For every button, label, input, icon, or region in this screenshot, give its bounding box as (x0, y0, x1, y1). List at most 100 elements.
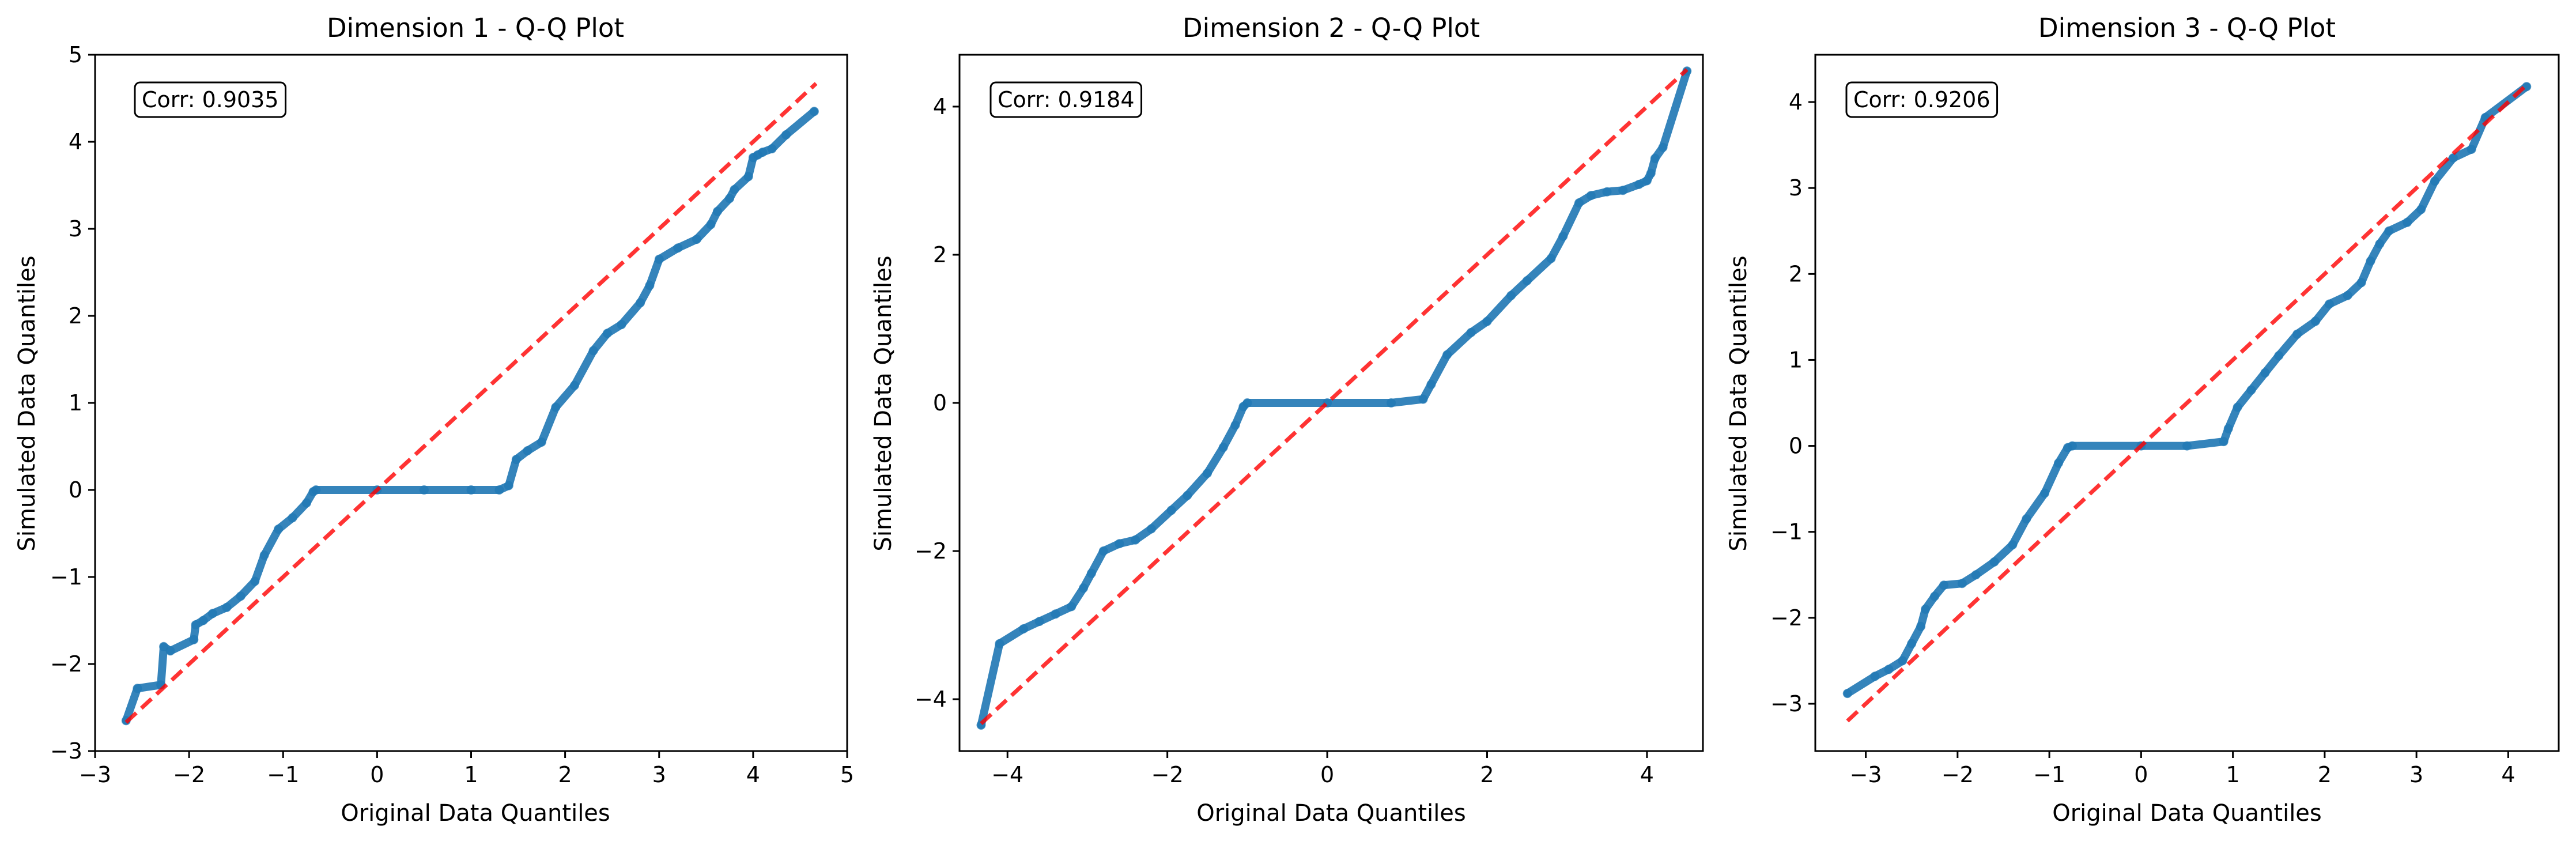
panel-3-point-23 (2246, 385, 2256, 395)
panel-2-y-axis-label: Simulated Data Quantiles (870, 255, 897, 551)
panel-1-point-36 (706, 220, 716, 229)
panel-1-point-9 (222, 602, 232, 612)
panel-3-x-tick-label: 4 (2501, 762, 2515, 787)
panel-3-point-31 (2366, 256, 2375, 266)
panel-1-point-22 (504, 481, 513, 491)
panel-2-y-tick-label: −4 (915, 686, 947, 712)
panel-2-correlation-box (989, 81, 1143, 118)
panel-1-point-7 (198, 616, 208, 625)
panel-3-reference-line (1846, 83, 2528, 723)
panel-2-point-11 (1146, 524, 1156, 534)
panel-2-point-6 (1079, 583, 1088, 593)
panel-2-point-30 (1574, 198, 1584, 208)
panel-2-point-36 (1646, 168, 1656, 178)
panel-2-point-2 (1019, 624, 1028, 633)
panel-2-y-tick-label: 4 (933, 94, 947, 119)
panel-1-point-10 (236, 591, 245, 601)
panel-3-point-32 (2375, 239, 2385, 249)
panel-1-point-44 (767, 144, 777, 154)
panel-1-point-38 (725, 194, 735, 203)
panel-3-point-25 (2274, 351, 2284, 360)
panel-1-x-tick-label: 4 (746, 762, 760, 787)
panel-3-y-tick-label: 4 (1789, 89, 1803, 115)
panel-1-x-tick-label: 1 (464, 762, 478, 787)
qq-panel-1: Dimension 1 - Q-Q Plot Corr: 0.9035 Orig… (14, 13, 854, 827)
panel-2-point-23 (1442, 350, 1452, 360)
panel-3-y-axis-label: Simulated Data Quantiles (1725, 255, 1752, 551)
panel-1-x-tick-label: −3 (79, 762, 111, 787)
panel-2-point-8 (1098, 546, 1108, 556)
panel-1-y-tick-label: −2 (50, 651, 82, 677)
panel-3-point-1 (1870, 672, 1880, 681)
panel-1-point-33 (654, 254, 664, 264)
panel-3-point-33 (2384, 226, 2394, 236)
panel-3-point-14 (2040, 488, 2050, 498)
panel-1-y-axis-label: Simulated Data Quantiles (14, 255, 40, 551)
panel-1-x-tick-label: 5 (840, 762, 854, 787)
panel-2-point-34 (1634, 179, 1644, 189)
panel-1-point-23 (511, 455, 521, 465)
panel-3-point-11 (1989, 557, 1999, 567)
panel-2-x-axis-label: Original Data Quantiles (1196, 800, 1466, 827)
panel-3-point-28 (2324, 299, 2334, 309)
panel-1-title: Dimension 1 - Q-Q Plot (327, 13, 624, 43)
panel-3-y-tick-label: −1 (1770, 519, 1803, 545)
panel-2-x-tick-label: −4 (991, 762, 1023, 787)
panel-3-point-6 (1921, 604, 1931, 614)
panel-2-point-16 (1230, 420, 1240, 430)
panel-3-point-27 (2311, 316, 2320, 326)
panel-1-point-35 (692, 235, 701, 244)
panel-1-x-axis-label: Original Data Quantiles (341, 800, 610, 827)
panel-3-point-20 (2219, 437, 2228, 447)
panel-1-point-29 (603, 329, 612, 338)
panel-3-point-22 (2233, 402, 2242, 412)
panel-3-x-tick-label: 0 (2134, 762, 2148, 787)
panel-1-point-37 (712, 206, 722, 216)
panel-1-x-tick-label: 0 (370, 762, 384, 787)
panel-2-point-21 (1418, 394, 1428, 404)
panel-1-y-tick-label: −3 (50, 738, 82, 764)
panel-2-point-10 (1131, 535, 1140, 545)
panel-3-plot-frame (1814, 54, 2560, 752)
panel-3-point-38 (2467, 145, 2476, 154)
panel-1-point-46 (809, 107, 819, 116)
panel-3-point-35 (2416, 205, 2426, 214)
panel-3-y-tick-label: −3 (1770, 691, 1803, 716)
panel-3-point-3 (1898, 656, 1908, 666)
panel-3-point-7 (1930, 591, 1939, 601)
panel-3-point-29 (2343, 291, 2352, 300)
panel-1-point-8 (207, 609, 217, 618)
panel-1-point-43 (758, 148, 768, 157)
panel-3-point-30 (2356, 278, 2366, 288)
panel-1-reference-line (124, 82, 818, 724)
panel-2-x-tick-label: 0 (1320, 762, 1334, 787)
panel-2-point-14 (1203, 469, 1212, 478)
panel-1-point-34 (673, 243, 683, 253)
panel-1-x-tick-label: 2 (558, 762, 572, 787)
panel-2-point-1 (995, 639, 1004, 648)
panel-3-point-34 (2403, 217, 2412, 227)
panel-1-y-tick-label: 3 (69, 216, 82, 242)
panel-3-x-tick-label: 3 (2409, 762, 2423, 787)
panel-1-point-19 (419, 485, 429, 495)
panel-1-point-30 (617, 320, 626, 330)
panel-3-point-9 (1957, 579, 1967, 589)
panel-2-point-32 (1602, 187, 1612, 197)
panel-3-point-8 (1939, 580, 1948, 590)
panel-1-point-26 (551, 402, 561, 412)
panel-2-point-4 (1051, 609, 1060, 619)
panel-1-point-1 (133, 684, 142, 693)
panel-1-point-20 (466, 485, 476, 495)
panel-1-point-32 (645, 281, 655, 291)
panel-2-point-33 (1618, 186, 1628, 195)
panel-3-point-5 (1916, 621, 1926, 631)
panel-1-point-27 (569, 380, 579, 390)
panel-1-point-12 (259, 550, 269, 560)
panel-2-point-27 (1522, 276, 1532, 285)
panel-2-x-tick-label: 2 (1480, 762, 1494, 787)
panel-3-point-26 (2292, 329, 2302, 339)
panel-2-x-tick-label: 4 (1640, 762, 1654, 787)
panel-3-points (1842, 82, 2532, 699)
panel-1-points (121, 107, 819, 726)
